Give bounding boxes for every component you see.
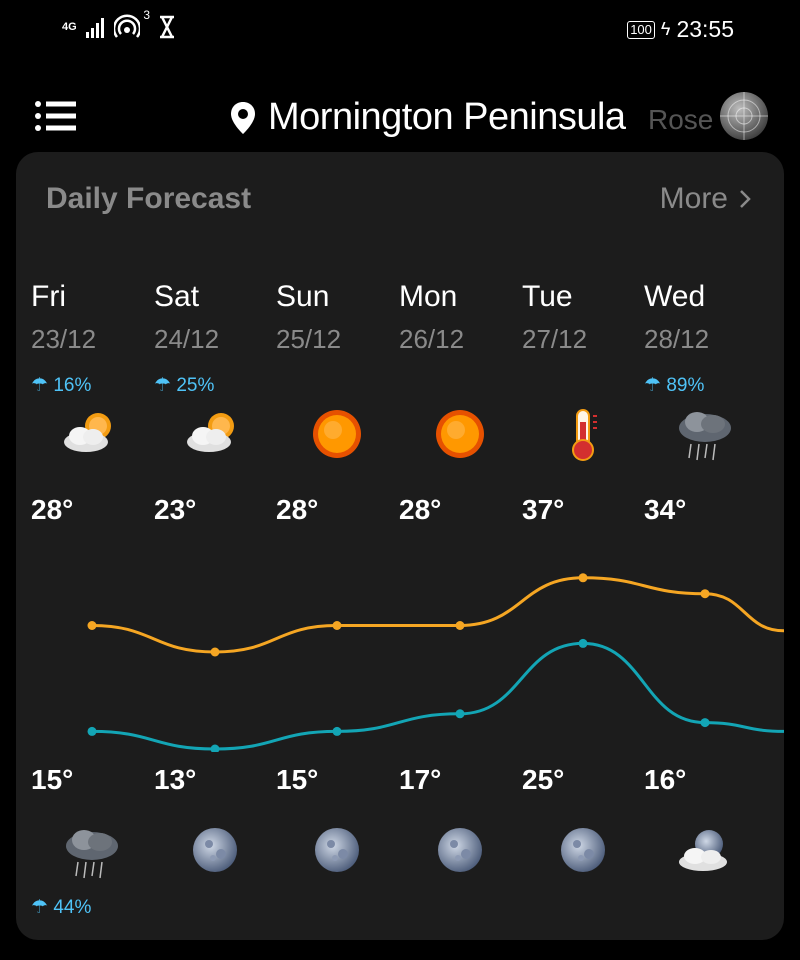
day-rain-chance: ☂ 25% [154,374,276,397]
umbrella-icon: ☂ [154,375,177,396]
chevron-right-icon [740,190,751,208]
day-name: Sat [154,280,200,313]
day-date: 26/12 [399,324,465,354]
low-temp-label: 15° [31,764,74,795]
app-header: Mornington Peninsula Rose [0,80,800,152]
more-button[interactable]: More [660,182,752,216]
umbrella-icon: ☂ [644,375,667,396]
day-rain-value: 89% [666,375,705,396]
high-temp-point [87,621,97,630]
low-temp-point [578,638,588,648]
partly-cloudy-moon-icon [644,824,766,876]
clock: 23:55 [676,16,734,42]
low-temp-label: 25° [522,764,565,795]
low-temp-line [91,641,784,751]
high-temp-label: 28° [31,494,74,525]
status-bar: 4G 3 100 ϟ 23:55 [0,0,800,64]
high-temp-point [578,573,588,583]
charging-icon: ϟ [660,19,671,39]
high-temp-point [210,647,220,657]
high-temp-point [455,621,465,630]
moon-icon [399,824,521,876]
more-label: More [659,182,728,215]
moon-icon [154,824,276,876]
rain-cloud-icon [31,824,153,884]
temperature-graph [87,573,784,752]
moon-icon [276,824,398,876]
day-name: Tue [522,280,573,313]
high-temp-point [700,589,710,599]
low-temp-label: 17° [399,764,442,795]
night-rain-chance: ☂ 44% [31,896,153,919]
hotspot-count: 3 [143,8,150,22]
location-selector[interactable]: Mornington Peninsula [230,96,626,139]
next-location-label[interactable]: Rose [648,104,714,135]
signal-icon [86,16,104,38]
low-temp-point [210,744,220,752]
day-name: Sun [276,280,330,313]
battery-icon: 100 [627,20,655,39]
high-temp-line [91,576,784,654]
day-date: 24/12 [154,324,220,354]
day-rain-value: 16% [53,375,92,396]
low-temp-label: 16° [644,764,687,795]
low-temp-point [87,726,97,736]
day-name: Mon [399,280,458,313]
day-name: Fri [31,280,66,313]
low-temp-point [700,718,710,728]
sun-icon [399,406,521,462]
day-date: 27/12 [522,324,588,354]
high-temp-label: 28° [276,494,319,525]
day-rain-chance: ☂ 89% [644,374,766,397]
umbrella-icon: ☂ [31,897,54,918]
high-temp-label: 23° [154,494,197,525]
radar-icon[interactable] [718,90,770,142]
partly-cloudy-sun-icon [154,406,276,458]
day-name: Wed [644,280,706,313]
hot-thermometer-icon [522,406,644,462]
day-rain-chance: ☂ 16% [31,374,153,397]
card-title: Daily Forecast [46,182,252,215]
low-temp-label: 13° [154,764,197,795]
hotspot-icon: 3 [112,8,150,40]
partly-cloudy-sun-icon [31,406,153,458]
night-rain-value: 44% [53,897,92,918]
location-name: Mornington Peninsula [268,96,626,138]
day-rain-value: 25% [176,375,215,396]
daily-forecast-card: Daily Forecast More Fri 23/12 ☂ 16% 28° 15° ☂… [16,152,784,940]
moon-icon [522,824,644,876]
high-temp-label: 37° [522,494,565,525]
hourglass-icon [160,15,174,39]
low-temp-point [455,709,465,719]
menu-icon[interactable] [34,100,76,132]
sun-icon [276,406,398,462]
low-temp-point [332,726,342,736]
storm-cloud-icon [644,406,766,466]
low-temp-label: 15° [276,764,319,795]
day-date: 28/12 [644,324,710,354]
location-pin-icon [231,101,255,134]
high-temp-label: 28° [399,494,442,525]
high-temp-label: 34° [644,494,687,525]
day-date: 25/12 [276,324,342,354]
network-type: 4G [62,21,77,33]
day-date: 23/12 [31,324,97,354]
umbrella-icon: ☂ [31,375,54,396]
high-temp-point [332,621,342,630]
